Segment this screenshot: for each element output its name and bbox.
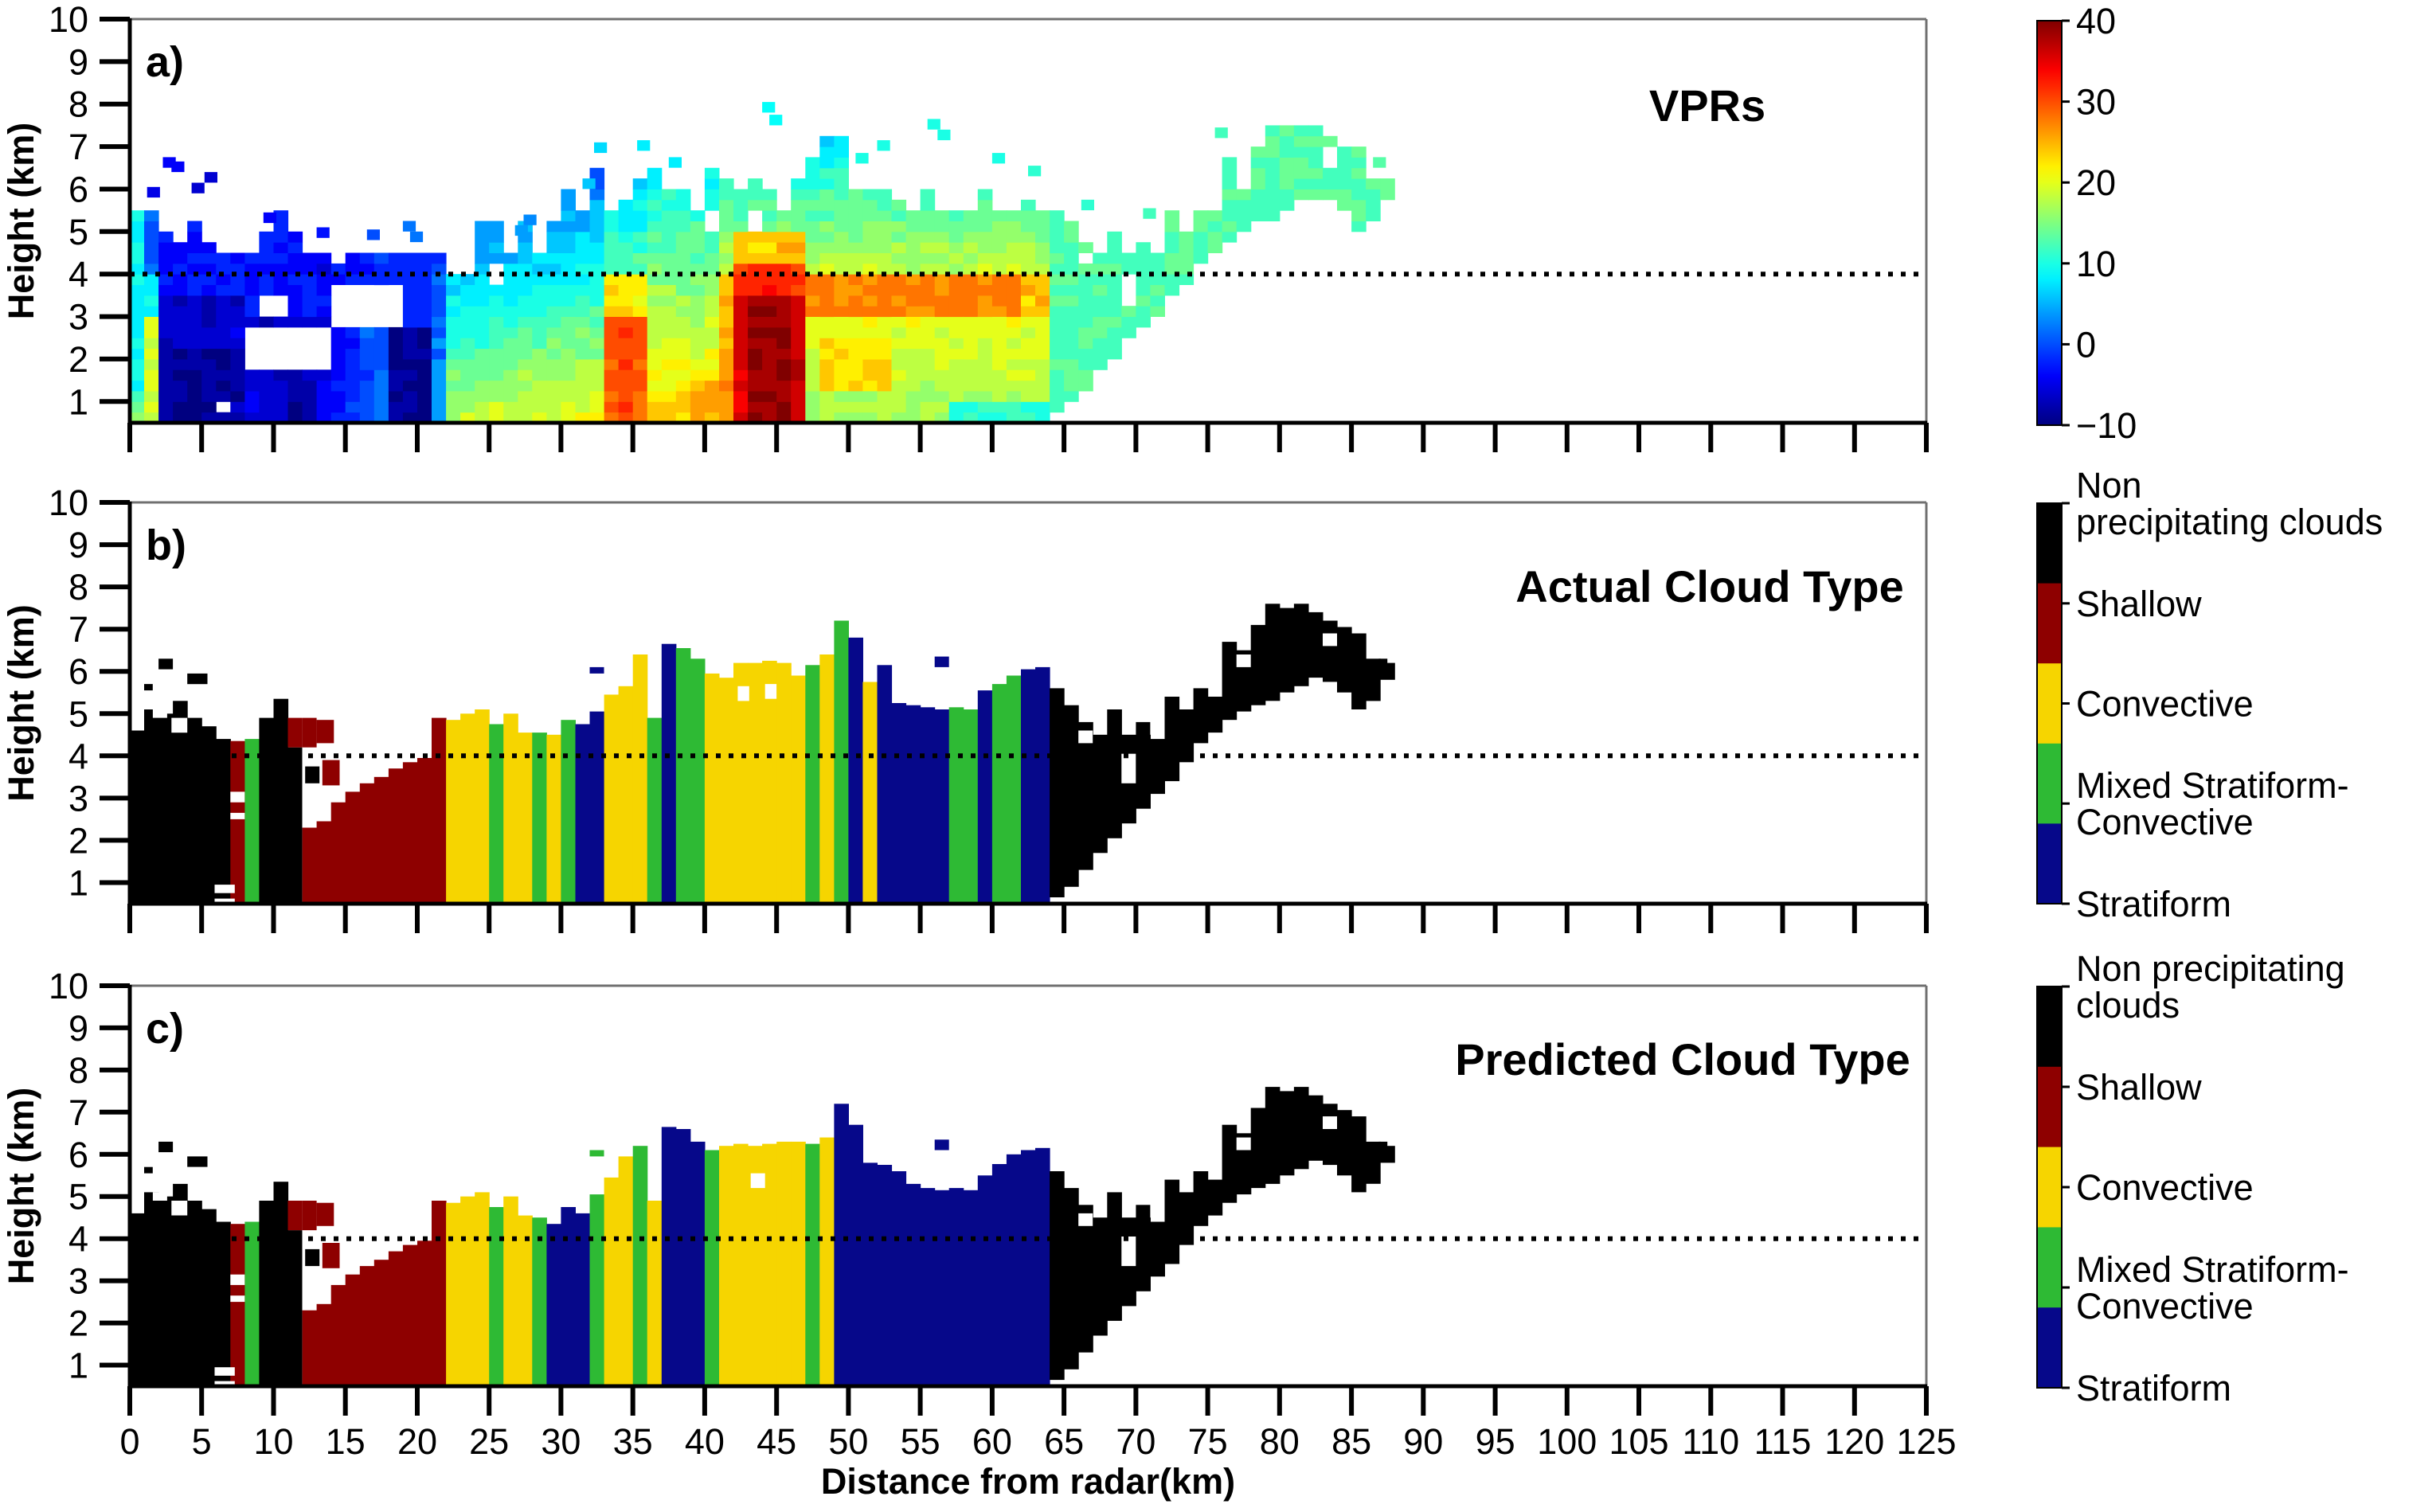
svg-text:10: 10 [253,1421,293,1462]
svg-text:8: 8 [68,1050,88,1091]
svg-text:Convective: Convective [2076,1167,2254,1208]
svg-text:4: 4 [68,736,88,776]
svg-text:Mixed Stratiform-: Mixed Stratiform- [2076,765,2349,806]
svg-text:5: 5 [68,693,88,734]
svg-text:Convective: Convective [2076,684,2254,725]
svg-text:Non: Non [2076,465,2142,506]
svg-text:Height (km): Height (km) [1,604,41,802]
svg-text:b): b) [146,522,186,569]
svg-text:105: 105 [1609,1421,1668,1462]
svg-text:2: 2 [68,339,88,380]
svg-text:Stratiform: Stratiform [2076,1368,2231,1408]
svg-text:4: 4 [68,1219,88,1260]
svg-text:120: 120 [1824,1421,1884,1462]
svg-text:3: 3 [68,778,88,819]
svg-text:5: 5 [192,1421,212,1462]
svg-text:8: 8 [68,567,88,608]
svg-text:3: 3 [68,1261,88,1302]
svg-text:20: 20 [397,1421,437,1462]
svg-text:9: 9 [68,525,88,565]
svg-text:Shallow: Shallow [2076,1067,2202,1108]
svg-text:4: 4 [68,254,88,295]
svg-text:10: 10 [49,0,88,40]
svg-text:Convective: Convective [2076,1286,2254,1326]
svg-text:precipitating clouds: precipitating clouds [2076,502,2383,542]
svg-text:40: 40 [685,1421,725,1462]
svg-text:60: 60 [972,1421,1012,1462]
svg-text:Convective: Convective [2076,802,2254,842]
svg-text:2: 2 [68,820,88,861]
svg-text:55: 55 [901,1421,940,1462]
svg-text:Shallow: Shallow [2076,584,2202,624]
svg-text:Mixed Stratiform-: Mixed Stratiform- [2076,1249,2349,1290]
svg-text:8: 8 [68,84,88,125]
svg-text:0: 0 [119,1421,139,1462]
svg-text:85: 85 [1331,1421,1371,1462]
svg-text:3: 3 [68,297,88,338]
svg-text:Height (km): Height (km) [1,123,41,320]
svg-text:7: 7 [68,127,88,167]
svg-text:VPRs: VPRs [1649,80,1765,131]
svg-text:5: 5 [68,212,88,252]
svg-text:110: 110 [1682,1421,1739,1462]
svg-text:25: 25 [469,1421,509,1462]
svg-text:5: 5 [68,1177,88,1217]
svg-text:clouds: clouds [2076,985,2180,1026]
svg-text:Actual Cloud Type: Actual Cloud Type [1515,561,1903,611]
svg-text:80: 80 [1260,1421,1300,1462]
svg-text:c): c) [146,1005,184,1053]
svg-text:50: 50 [828,1421,868,1462]
svg-text:Predicted Cloud Type: Predicted Cloud Type [1455,1034,1910,1084]
svg-text:6: 6 [68,1135,88,1175]
svg-text:95: 95 [1476,1421,1515,1462]
svg-text:35: 35 [613,1421,653,1462]
svg-text:10: 10 [2076,244,2116,284]
svg-text:90: 90 [1403,1421,1443,1462]
svg-text:45: 45 [757,1421,796,1462]
svg-text:30: 30 [541,1421,581,1462]
svg-text:20: 20 [2076,162,2116,203]
svg-text:100: 100 [1537,1421,1597,1462]
svg-text:Non precipitating: Non precipitating [2076,948,2345,989]
svg-text:Stratiform: Stratiform [2076,884,2231,924]
svg-text:Height (km): Height (km) [1,1088,41,1285]
svg-text:1: 1 [68,381,88,422]
svg-text:1: 1 [68,863,88,904]
svg-text:125: 125 [1896,1421,1956,1462]
svg-text:1: 1 [68,1346,88,1386]
svg-text:Distance from radar(km): Distance from radar(km) [821,1461,1235,1502]
svg-text:7: 7 [68,609,88,650]
svg-text:70: 70 [1116,1421,1155,1462]
svg-text:7: 7 [68,1092,88,1133]
svg-text:10: 10 [49,483,88,523]
svg-text:30: 30 [2076,82,2116,123]
svg-text:9: 9 [68,41,88,82]
svg-text:115: 115 [1754,1421,1812,1462]
svg-text:75: 75 [1188,1421,1228,1462]
svg-text:0: 0 [2076,324,2096,365]
svg-text:9: 9 [68,1008,88,1049]
svg-text:−10: −10 [2076,405,2137,446]
svg-text:a): a) [146,38,184,86]
svg-text:15: 15 [326,1421,366,1462]
svg-text:6: 6 [68,170,88,210]
svg-text:10: 10 [49,966,88,1006]
svg-text:2: 2 [68,1303,88,1344]
svg-text:6: 6 [68,651,88,692]
svg-text:65: 65 [1044,1421,1084,1462]
svg-text:40: 40 [2076,1,2116,41]
